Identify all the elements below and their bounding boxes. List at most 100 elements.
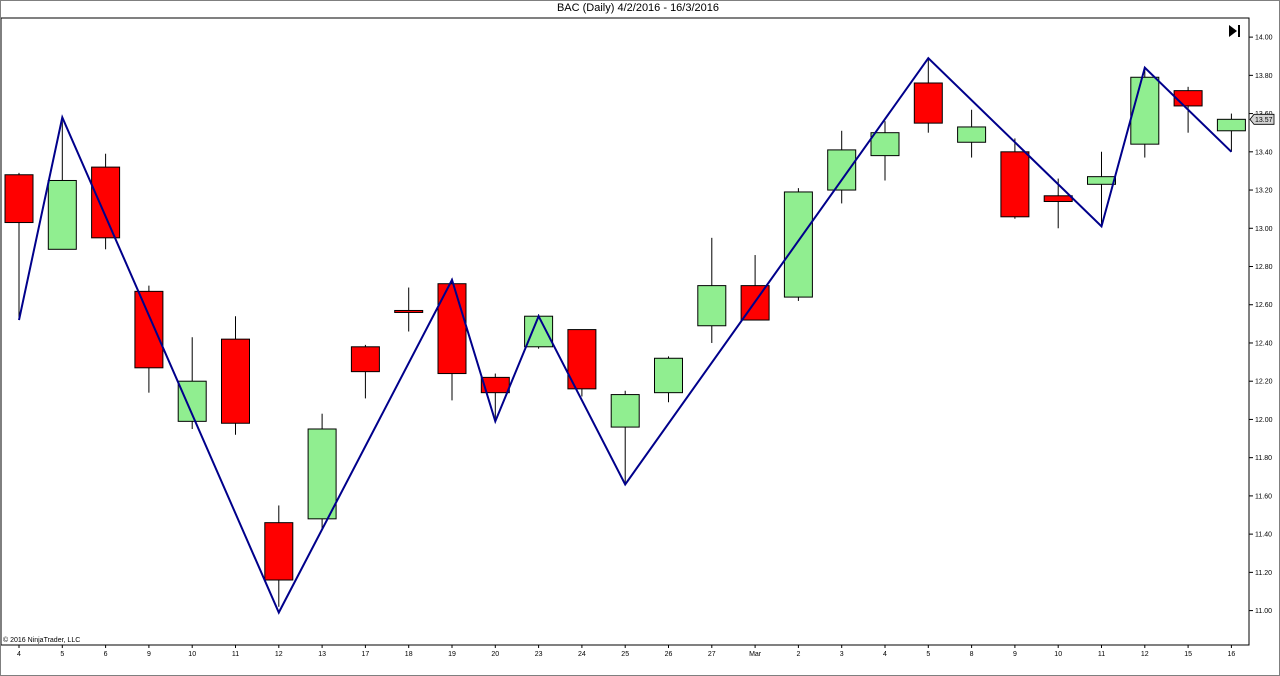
x-tick-label: 18 (405, 651, 413, 658)
candle-body-up (47, 179, 77, 250)
x-tick-label: 17 (362, 651, 370, 658)
y-tick-label: 13.00 (1255, 226, 1273, 233)
x-tick-label: 9 (147, 651, 151, 658)
candle (1216, 113, 1246, 152)
y-tick-label: 11.60 (1255, 493, 1272, 500)
x-tick-label: 16 (1228, 651, 1236, 658)
candle (524, 314, 554, 349)
candle (1130, 69, 1160, 158)
x-tick-label: 13 (318, 651, 326, 658)
x-tick-label: 26 (665, 651, 673, 658)
zigzag-line (18, 56, 1233, 615)
y-tick-label: 14.00 (1255, 35, 1273, 42)
candles (4, 58, 1246, 607)
candle-body-up (610, 394, 640, 428)
candle-body-down (91, 166, 121, 239)
y-tick-label: 12.20 (1255, 379, 1273, 386)
candle (957, 109, 987, 158)
candle-body-down (350, 346, 380, 373)
candle (870, 121, 900, 181)
x-tick-label: 23 (535, 651, 543, 658)
candle (47, 117, 77, 250)
x-tick-label: 4 (883, 651, 887, 658)
candle (567, 329, 597, 397)
candle (913, 58, 943, 133)
x-tick-label: 11 (232, 651, 239, 658)
y-tick-label: 11.00 (1255, 608, 1272, 615)
candle-body-down (134, 290, 164, 369)
candle (697, 237, 727, 343)
x-tick-label: 12 (275, 651, 283, 658)
candle-body-up (870, 132, 900, 157)
candle-body-down (1173, 90, 1203, 107)
copyright-notice: © 2016 NinjaTrader, LLC (3, 637, 81, 644)
y-tick-label: 11.80 (1255, 455, 1272, 462)
x-tick-label: 9 (1013, 651, 1017, 658)
x-tick-label: 20 (491, 651, 499, 658)
last-price-tag (1249, 113, 1275, 125)
candle-body-up (1087, 176, 1116, 185)
x-tick-label: 19 (448, 651, 456, 658)
y-tick-label: 13.40 (1255, 149, 1273, 156)
chart-title: BAC (Daily) 4/2/2016 - 16/3/2016 (556, 2, 720, 14)
x-tick-label: 5 (926, 651, 930, 658)
candle (4, 172, 34, 321)
skip-to-end-icon[interactable] (1226, 23, 1242, 39)
candle-body-up (1130, 76, 1160, 145)
y-tick-label: 13.80 (1255, 73, 1273, 80)
candle-body-down (1043, 195, 1073, 203)
candle-body-down (1000, 151, 1030, 218)
x-tick-label: 6 (104, 651, 108, 658)
candle (610, 390, 640, 485)
last-price-marker: 13.57 (1249, 113, 1275, 125)
candle-body-up (1216, 118, 1246, 132)
candle-body-down (221, 338, 250, 424)
candle-body-up (697, 285, 727, 327)
candle (1087, 151, 1116, 227)
last-price-label: 13.57 (1255, 117, 1273, 124)
y-tick-label: 12.00 (1255, 417, 1273, 424)
candle-body-down (264, 522, 294, 581)
candle-body-down (394, 309, 424, 313)
x-tick-label: 24 (578, 651, 586, 658)
y-tick-label: 12.80 (1255, 264, 1273, 271)
candle-body-up (783, 191, 813, 298)
y-tick-label: 13.20 (1255, 188, 1273, 195)
candle (783, 188, 813, 301)
candle (221, 316, 250, 435)
candle (264, 505, 294, 607)
zigzag-indicator (18, 56, 1233, 615)
candle (654, 356, 683, 403)
candle-body-down (567, 329, 597, 390)
plot-frame (0, 17, 1250, 646)
x-tick-label: 3 (840, 651, 844, 658)
x-tick-label: 25 (621, 651, 629, 658)
x-tick-label: 8 (970, 651, 974, 658)
y-tick-label: 12.60 (1255, 302, 1273, 309)
candle-body-up (307, 428, 337, 520)
candle (307, 413, 337, 531)
x-tick-label: 11 (1098, 651, 1105, 658)
x-tick-label: 5 (60, 651, 64, 658)
candle (437, 277, 467, 401)
x-tick-label: 27 (708, 651, 716, 658)
candle (394, 287, 424, 332)
x-tick-label: 12 (1141, 651, 1149, 658)
y-tick-label: 11.20 (1255, 570, 1272, 577)
candle (827, 130, 857, 204)
candle-body-up (654, 357, 683, 394)
candle (134, 285, 164, 393)
x-tick-label: 4 (17, 651, 21, 658)
y-tick-label: 12.40 (1255, 340, 1273, 347)
candle (1043, 178, 1073, 229)
candle (91, 153, 121, 250)
x-tick-label: 2 (796, 651, 800, 658)
candle (350, 344, 380, 399)
candle-body-down (913, 82, 943, 124)
x-tick-label: Mar (749, 651, 762, 658)
x-axis: 4 5 6 9 10 11 12 13 17 18 19 20 23 24 25 26 27 Mar 2 3 4 5 8 9 1… (17, 645, 1235, 658)
x-tick-label: 10 (188, 651, 196, 658)
x-tick-label: 10 (1054, 651, 1062, 658)
